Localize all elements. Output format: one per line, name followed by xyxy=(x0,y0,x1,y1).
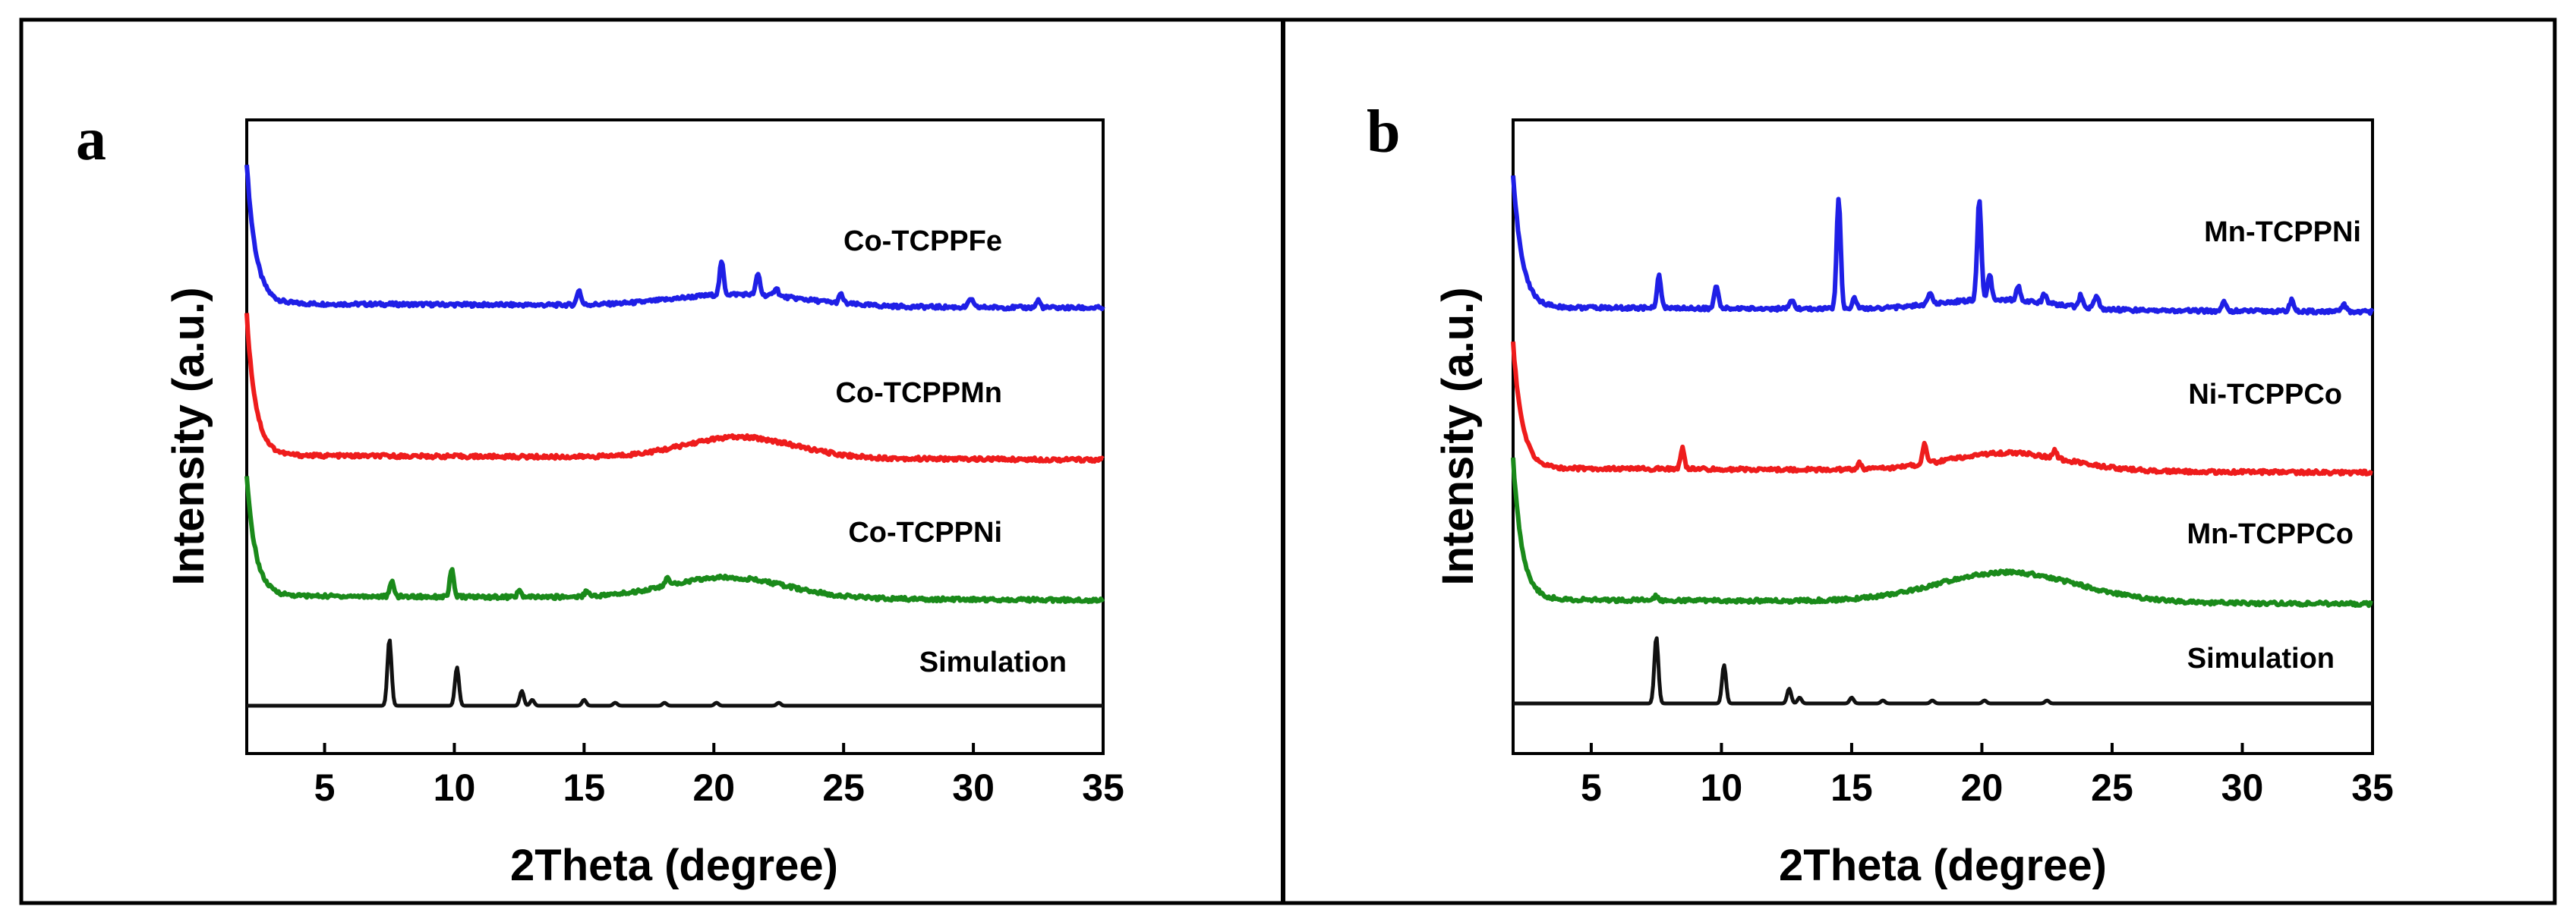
x-tick-label: 15 xyxy=(1830,766,1873,809)
x-tick-label: 20 xyxy=(1961,766,2004,809)
y-axis-title: Intensity (a.u.) xyxy=(164,287,213,585)
series-label-simulation: Simulation xyxy=(2187,643,2335,675)
series-line-co-tcppni xyxy=(244,476,1105,605)
x-tick-label: 25 xyxy=(2091,766,2133,809)
series-line-mn-tcppni xyxy=(1511,175,2375,316)
panel-b: b Intensity (a.u.) 2Theta (degree) 5 10 15… xyxy=(1367,99,2394,890)
series-label-simulation: Simulation xyxy=(919,647,1067,678)
x-tick-label: 10 xyxy=(434,766,476,809)
figure-frame xyxy=(19,17,2557,905)
series-label-mn-tcppni: Mn-TCPPNi xyxy=(2204,216,2361,248)
plot-area xyxy=(1512,118,2374,755)
series-group xyxy=(1511,175,2375,706)
x-tick-label: 30 xyxy=(2221,766,2264,809)
panel-letter: b xyxy=(1367,99,1401,165)
series-label-mn-tcppco: Mn-TCPPCo xyxy=(2187,518,2354,550)
x-tick-label: 35 xyxy=(2351,766,2394,809)
series-line-ni-tcppco xyxy=(1511,341,2374,477)
x-tick-label: 10 xyxy=(1701,766,1743,809)
series-label-ni-tcppco: Ni-TCPPCo xyxy=(2188,379,2342,411)
plot-area xyxy=(245,118,1105,755)
y-axis-title: Intensity (a.u.) xyxy=(1433,287,1483,585)
series-label-co-tcppni: Co-TCPPNi xyxy=(848,517,1002,549)
x-tick-label: 30 xyxy=(952,766,995,809)
panel-a: a Intensity (a.u.) 2Theta (degree) 5 10 15… xyxy=(76,106,1124,890)
x-tick-label: 25 xyxy=(822,766,865,809)
x-axis-title: 2Theta (degree) xyxy=(1779,841,2107,890)
x-tick-label: 20 xyxy=(692,766,735,809)
series-group xyxy=(244,164,1105,708)
x-tick-label: 5 xyxy=(314,766,336,809)
series-line-simulation xyxy=(1512,636,2373,706)
x-axis-title: 2Theta (degree) xyxy=(510,841,838,890)
series-line-mn-tcppco xyxy=(1511,457,2374,609)
series-line-simulation xyxy=(246,638,1104,708)
x-axis-ticks: 5 10 15 20 25 30 35 xyxy=(1581,743,2394,809)
panel-letter: a xyxy=(76,106,106,173)
series-line-co-tcppmn xyxy=(244,313,1105,464)
series-label-co-tcppfe: Co-TCPPFe xyxy=(843,225,1002,257)
x-tick-label: 35 xyxy=(1082,766,1124,809)
series-label-co-tcppmn: Co-TCPPMn xyxy=(835,377,1002,409)
x-tick-label: 5 xyxy=(1581,766,1602,809)
x-axis-ticks: 5 10 15 20 25 30 35 xyxy=(314,743,1124,809)
series-line-co-tcppfe xyxy=(244,164,1105,312)
x-tick-label: 15 xyxy=(563,766,606,809)
